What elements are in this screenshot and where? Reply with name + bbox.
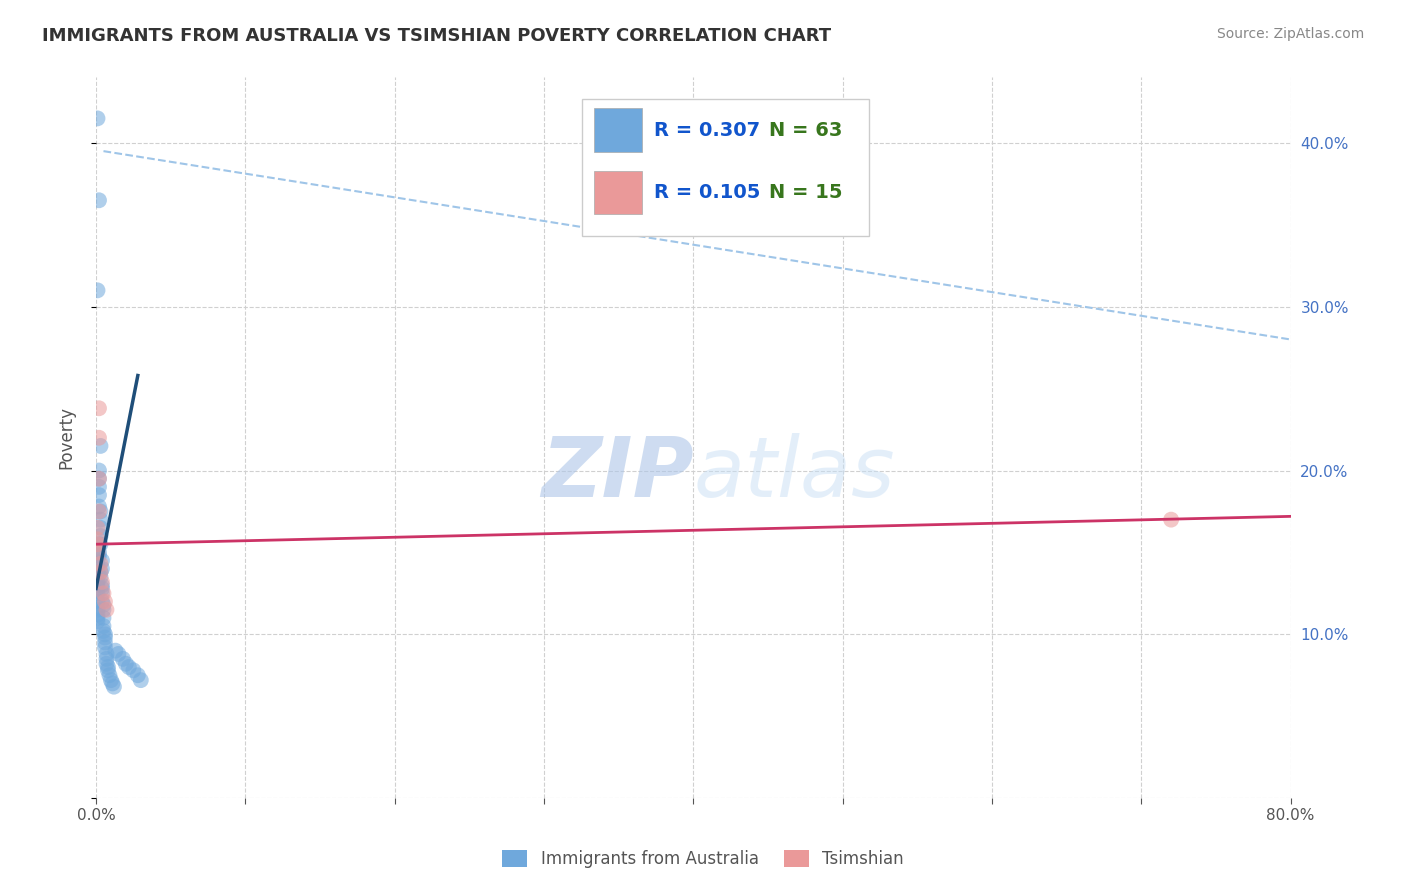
Point	[89, 504, 111, 518]
Point	[89, 513, 111, 527]
Point	[86, 586, 108, 600]
Point	[86, 582, 108, 596]
Point	[86, 603, 108, 617]
Point	[87, 504, 110, 518]
Point	[1160, 513, 1182, 527]
Point	[89, 537, 111, 551]
Point	[96, 657, 118, 671]
Point	[89, 570, 111, 584]
Y-axis label: Poverty: Poverty	[58, 406, 75, 469]
Point	[93, 619, 115, 633]
Point	[86, 284, 108, 298]
Point	[118, 660, 141, 674]
Point	[91, 586, 114, 600]
Point	[115, 657, 138, 671]
Point	[91, 582, 114, 596]
Point	[87, 500, 110, 514]
Point	[87, 549, 110, 563]
Legend: Immigrants from Australia, Tsimshian: Immigrants from Australia, Tsimshian	[496, 843, 910, 875]
Point	[86, 607, 108, 622]
Point	[89, 565, 111, 579]
Text: atlas: atlas	[693, 434, 896, 515]
Point	[93, 598, 115, 612]
Point	[129, 673, 152, 687]
Point	[86, 112, 108, 126]
Point	[86, 614, 108, 628]
Point	[86, 594, 108, 608]
Point	[89, 521, 111, 535]
Point	[101, 676, 124, 690]
FancyBboxPatch shape	[595, 171, 643, 214]
Point	[94, 635, 117, 649]
Point	[86, 574, 108, 589]
Point	[96, 647, 118, 661]
Point	[86, 533, 108, 547]
Point	[94, 594, 117, 608]
Point	[87, 480, 110, 494]
Point	[89, 557, 111, 571]
Point	[96, 652, 118, 666]
Point	[86, 558, 108, 573]
Point	[89, 565, 111, 579]
Point	[86, 549, 108, 563]
Point	[97, 663, 120, 677]
Point	[91, 553, 114, 567]
Point	[96, 603, 118, 617]
Point	[87, 472, 110, 486]
Point	[107, 647, 129, 661]
Point	[87, 472, 110, 486]
Point	[104, 643, 127, 657]
Point	[87, 431, 110, 445]
Point	[87, 401, 110, 416]
Point	[86, 537, 108, 551]
Point	[87, 537, 110, 551]
Point	[100, 673, 122, 687]
Point	[86, 565, 108, 579]
Point	[87, 194, 110, 208]
Point	[91, 594, 114, 608]
Point	[111, 652, 134, 666]
Point	[94, 627, 117, 641]
Point	[127, 668, 149, 682]
Point	[94, 640, 117, 655]
Point	[87, 463, 110, 477]
Point	[91, 574, 114, 589]
Point	[93, 603, 115, 617]
Point	[97, 660, 120, 674]
Point	[93, 611, 115, 625]
Point	[86, 611, 108, 625]
Point	[93, 586, 115, 600]
Point	[87, 488, 110, 502]
Point	[94, 631, 117, 645]
Point	[122, 663, 145, 677]
Text: ZIP: ZIP	[541, 434, 693, 515]
Point	[86, 521, 108, 535]
Point	[91, 562, 114, 576]
Text: Source: ZipAtlas.com: Source: ZipAtlas.com	[1216, 27, 1364, 41]
Point	[89, 439, 111, 453]
Point	[91, 578, 114, 592]
Text: N = 63: N = 63	[769, 120, 842, 139]
FancyBboxPatch shape	[595, 109, 643, 152]
Text: IMMIGRANTS FROM AUSTRALIA VS TSIMSHIAN POVERTY CORRELATION CHART: IMMIGRANTS FROM AUSTRALIA VS TSIMSHIAN P…	[42, 27, 831, 45]
Text: N = 15: N = 15	[769, 183, 842, 202]
Point	[93, 624, 115, 638]
FancyBboxPatch shape	[582, 99, 869, 236]
Point	[86, 545, 108, 559]
Text: R = 0.307: R = 0.307	[654, 120, 761, 139]
Point	[87, 545, 110, 559]
Text: R = 0.105: R = 0.105	[654, 183, 761, 202]
Point	[98, 668, 121, 682]
Point	[89, 529, 111, 543]
Point	[86, 578, 108, 592]
Point	[103, 680, 125, 694]
